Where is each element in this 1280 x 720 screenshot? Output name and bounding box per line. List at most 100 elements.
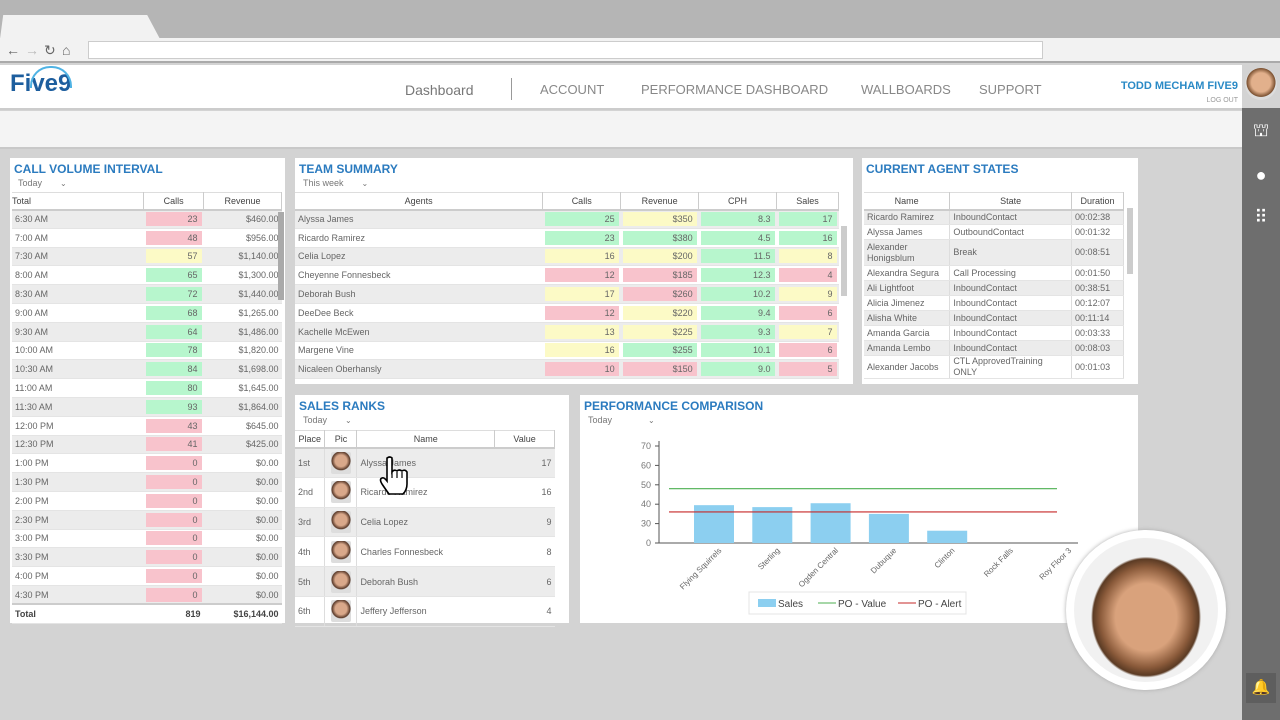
column-header[interactable]: Value xyxy=(494,430,555,449)
table-row: Ricardo Ramirez InboundContact 00:02:38 xyxy=(864,209,1124,225)
header-row: Agents Calls Revenue CPH Sales xyxy=(295,192,839,211)
leaderboard-icon[interactable]: ⛫ xyxy=(1252,120,1270,140)
legend-label[interactable]: PO - Value xyxy=(838,599,887,610)
table-row: Amanda Lembo InboundContact 00:08:03 xyxy=(864,340,1124,356)
state-duration: 00:01:50 xyxy=(1071,265,1124,281)
column-header[interactable]: Duration xyxy=(1071,192,1124,211)
sales-bar[interactable] xyxy=(927,530,968,543)
cell-value: 9.3 xyxy=(700,324,775,339)
table-row: 6th Jeffery Jefferson 4 xyxy=(295,596,555,627)
pic-cell xyxy=(324,596,358,627)
place: 1st xyxy=(295,447,325,478)
nav-dashboard[interactable]: Dashboard xyxy=(405,82,474,98)
agent-state: Call Processing xyxy=(949,265,1073,281)
agent-name: Alexandra Segura xyxy=(864,265,951,281)
cph-cell: 11.5 xyxy=(698,247,777,267)
column-header[interactable]: State xyxy=(949,192,1073,211)
column-header[interactable]: Calls xyxy=(143,192,205,211)
revenue-cell: $220 xyxy=(620,303,699,323)
column-header[interactable]: Revenue xyxy=(203,192,282,211)
sales-bar[interactable] xyxy=(810,503,851,543)
interval-cell: 12:30 PM xyxy=(12,435,144,455)
revenue-cell: $1,864.00 xyxy=(203,397,282,417)
legend-label[interactable]: Sales xyxy=(778,599,803,610)
column-header[interactable]: Sales xyxy=(776,192,839,211)
table-row: Amanda Garcia InboundContact 00:03:33 xyxy=(864,325,1124,341)
logout-link[interactable]: LOG OUT xyxy=(1206,97,1238,104)
legend-swatch xyxy=(758,599,776,607)
apps-grid-icon[interactable]: ⠿ xyxy=(1254,207,1268,227)
interval-cell: 10:30 AM xyxy=(12,359,144,380)
cell-value: 6 xyxy=(778,343,837,358)
back-icon[interactable]: ← xyxy=(6,42,20,58)
chat-icon[interactable]: ● xyxy=(1255,165,1267,185)
agent-state: Break xyxy=(949,239,1073,266)
calls-value: 0 xyxy=(145,512,202,527)
nav-account[interactable]: ACCOUNT xyxy=(540,82,605,97)
agent-name: Alyssa James xyxy=(356,447,495,478)
table-row: 8:30 AM 72 $1,440.00 xyxy=(12,284,282,304)
period-dropdown[interactable]: Today ⌄ xyxy=(588,415,655,425)
home-icon[interactable]: ⌂ xyxy=(62,42,71,58)
user-name[interactable]: TODD MECHAM FIVE9 xyxy=(1120,80,1238,92)
sales-bar[interactable] xyxy=(868,513,909,543)
five9-logo[interactable]: Five9 xyxy=(10,66,72,98)
nav-support[interactable]: SUPPORT xyxy=(979,82,1042,97)
column-header[interactable]: Pic xyxy=(324,430,358,449)
app-header xyxy=(0,65,1242,110)
user-avatar[interactable] xyxy=(1245,68,1277,100)
scrollbar[interactable] xyxy=(841,226,847,296)
period-dropdown[interactable]: Today ⌄ xyxy=(18,178,67,188)
forward-icon[interactable]: → xyxy=(25,42,39,58)
column-header[interactable]: Revenue xyxy=(620,192,700,211)
nav-performance-dashboard[interactable]: PERFORMANCE DASHBOARD xyxy=(641,82,829,97)
pic-cell xyxy=(324,507,358,538)
agent-name: Alicia Jimenez xyxy=(864,295,951,311)
scrollbar[interactable] xyxy=(1127,208,1133,274)
column-header[interactable]: Calls xyxy=(542,192,622,211)
nav-wallboards[interactable]: WALLBOARDS xyxy=(861,82,951,97)
agent-name: Celia Lopez xyxy=(356,507,495,538)
calls-cell: 10 xyxy=(542,359,621,380)
revenue-cell: $200 xyxy=(620,247,699,267)
column-header[interactable]: Agents xyxy=(295,192,544,211)
reload-icon[interactable]: ↻ xyxy=(44,42,56,58)
sales-bar[interactable] xyxy=(752,507,793,543)
interval-cell: 10:00 AM xyxy=(12,341,144,361)
revenue-cell: $0.00 xyxy=(203,585,282,605)
bell-icon[interactable]: 🔔 xyxy=(1246,673,1276,703)
legend-label[interactable]: PO - Alert xyxy=(918,599,962,610)
cph-cell: 9.3 xyxy=(698,322,777,342)
column-header[interactable]: CPH xyxy=(698,192,778,211)
period-dropdown[interactable]: Today ⌄ xyxy=(303,415,352,425)
revenue-cell: $0.00 xyxy=(203,547,282,568)
calls-value: 0 xyxy=(145,550,202,565)
browser-tab[interactable] xyxy=(0,15,160,39)
cell-value: $260 xyxy=(622,287,697,302)
cell-value: 17 xyxy=(544,287,619,302)
cell-value: 9.0 xyxy=(700,362,775,377)
period-dropdown[interactable]: This week ⌄ xyxy=(303,178,368,188)
column-header[interactable]: Place xyxy=(295,430,326,449)
calls-cell: 23 xyxy=(542,228,621,248)
address-bar[interactable] xyxy=(88,41,1043,59)
sales-bar[interactable] xyxy=(694,505,734,543)
sales-value: 8 xyxy=(494,536,555,568)
period-value: This week xyxy=(303,178,344,188)
performance-comparison-panel: PERFORMANCE COMPARISON Today ⌄ 0 30 40 50 60 7… xyxy=(580,395,1138,623)
revenue-cell: $956.00 xyxy=(203,228,282,248)
column-header[interactable]: Name xyxy=(864,192,951,211)
cell-value: $220 xyxy=(622,305,697,320)
webcam-video-bubble[interactable] xyxy=(1066,530,1226,690)
calls-cell: 16 xyxy=(542,247,621,267)
interval-cell: 2:00 PM xyxy=(12,491,144,511)
column-header[interactable]: Name xyxy=(356,430,496,449)
table-row: 5th Deborah Bush 6 xyxy=(295,566,555,597)
calls-cell: 93 xyxy=(143,397,204,417)
table-row: Alisha White InboundContact 00:11:14 xyxy=(864,310,1124,326)
sales-cell: 6 xyxy=(776,303,839,323)
agent-state: InboundContact xyxy=(949,295,1073,311)
scrollbar[interactable] xyxy=(278,212,284,300)
table-row: Ricardo Ramirez 23 $380 4.5 16 xyxy=(295,228,839,248)
column-header[interactable]: Total xyxy=(12,192,145,211)
